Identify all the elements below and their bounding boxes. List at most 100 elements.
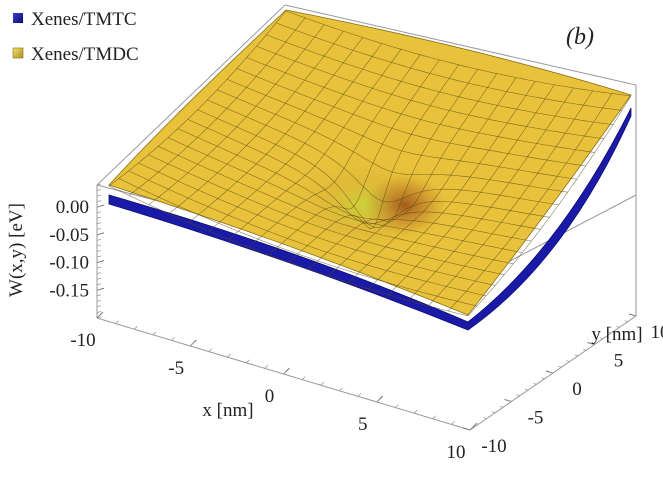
x-minor-tick [208,348,213,352]
y-minor-tick [516,394,520,397]
x-minor-tick [320,381,325,386]
z-tick-label: -0.15 [49,280,89,301]
x-minor-tick [189,342,194,347]
series-tmdc-surface [108,9,632,317]
z-minor-tick [96,261,102,263]
legend-swatch-tmtc [13,13,23,23]
z-minor-tick [96,233,102,236]
y-minor-tick [591,343,595,345]
z-tick-label: -0.05 [49,225,89,246]
x-minor-tick [171,337,175,341]
mesh-line-u [447,93,613,312]
y-minor-tick [624,320,628,323]
box-edge [284,4,637,86]
z-tick-label: 0.00 [56,197,89,218]
x-minor-tick [115,320,119,324]
y-minor-tick [483,417,487,419]
z-minor-tick [96,244,102,247]
y-minor-tick [616,326,620,328]
y-minor-tick [607,331,612,334]
y-tick-label: 5 [614,351,624,372]
y-minor-tick [508,400,512,402]
z-minor-tick [96,255,102,258]
mesh-line-u [467,95,632,317]
legend-swatch-tmdc [12,47,24,59]
mesh-line-v [285,10,632,97]
z-minor-tick [96,239,102,241]
x-minor-tick [264,365,269,369]
y-minor-tick [475,422,479,425]
z-minor-tick [96,250,102,252]
z-minor-tick [96,283,102,286]
y-minor-tick [541,377,545,380]
y-minor-tick [466,428,471,431]
z-tick-label: -0.10 [49,253,89,274]
x-minor-tick [339,387,343,392]
x-tick-label: -10 [70,330,95,351]
z-minor-tick [96,299,102,302]
x-minor-tick [134,325,138,330]
y-minor-tick [574,354,579,357]
series-tmtc-surface [108,107,632,331]
z-minor-tick [96,183,102,186]
x-minor-tick [357,393,362,397]
mesh-line-v [276,22,622,111]
z-axis: 0.00 -0.05 -0.10 -0.15 [49,183,105,319]
mesh-line-v [256,45,604,139]
z-minor-tick [96,311,102,313]
z-minor-tick [96,266,102,269]
y-axis-title: y [nm] [591,324,642,345]
y-minor-tick [491,411,496,414]
panel-label: (b) [566,24,594,50]
y-minor-tick [533,383,537,385]
box-edge [96,4,286,186]
z-minor-tick [96,205,102,208]
legend-label-tmdc: Xenes/TMDC [31,44,139,65]
z-minor-tick [96,211,102,214]
y-tick-label: 10 [651,322,663,343]
y-minor-tick [583,348,587,351]
z-minor-tick [96,200,102,203]
z-minor-tick [96,294,102,297]
y-minor-tick [524,388,529,391]
x-minor-tick [152,331,157,336]
x-minor-tick [227,353,231,358]
x-minor-tick [301,376,306,380]
legend-label-tmtc: Xenes/TMTC [31,9,137,30]
x-axis: -10 -5 0 5 10 [70,311,477,463]
y-tick-label: 0 [572,379,582,400]
y-tick-label: -10 [481,436,506,457]
y-tick-label: -5 [528,408,544,429]
x-minor-tick [451,421,455,425]
surface-mesh [108,10,632,317]
y-minor-tick [599,337,603,340]
y-minor-tick [549,371,554,374]
x-minor-tick [432,415,436,420]
z-minor-tick [96,305,102,308]
y-minor-tick [558,365,562,368]
z-minor-tick [96,288,102,291]
legend: Xenes/TMTC Xenes/TMDC [12,9,139,65]
x-axis-title: x [nm] [202,400,253,421]
surface-well-shadow [365,175,445,235]
x-minor-tick [376,398,381,403]
x-minor-tick [283,370,287,375]
x-tick-label: 5 [358,414,368,435]
y-minor-tick [500,405,504,408]
y-minor-tick [632,314,637,317]
z-minor-tick [96,216,102,219]
z-minor-tick [96,272,102,275]
x-minor-tick [469,426,474,431]
mesh-line-v [266,34,613,125]
z-minor-tick [96,194,102,197]
y-minor-tick [566,360,570,362]
x-tick-label: 10 [447,442,466,463]
z-minor-tick [96,277,102,280]
y-axis: -10 -5 0 5 10 [462,313,663,457]
x-minor-tick [413,409,418,414]
x-minor-tick [245,359,250,364]
x-minor-tick [96,314,101,319]
x-minor-tick [395,404,399,408]
z-minor-tick [96,189,102,191]
z-minor-tick [96,222,102,225]
